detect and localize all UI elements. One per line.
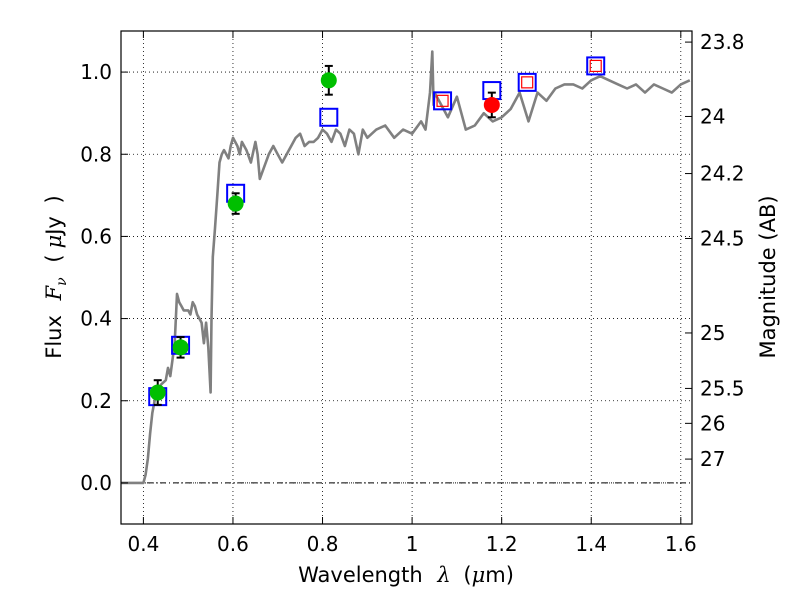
x-axis-label-symbol: λ <box>436 563 450 587</box>
observed-point <box>172 339 189 356</box>
y-axis-label-unit-open: ( <box>42 254 66 262</box>
x-axis-label-unit-open: ( <box>463 563 471 587</box>
observed-point <box>149 384 166 401</box>
x-tick-label: 0.8 <box>307 532 339 556</box>
y-axis-label-unit-mu: μ <box>42 235 66 249</box>
x-axis-label-text: Wavelength <box>298 563 423 587</box>
y-axis-label: Flux Fν ( μJy ) <box>42 195 71 359</box>
y-tick-label: 1.0 <box>80 60 112 84</box>
model-spectrum <box>121 50 691 485</box>
y2-tick-label: 23.8 <box>700 30 745 54</box>
observed-point <box>320 72 337 89</box>
model-photometry-square <box>586 56 606 76</box>
model-photometry-inner-square <box>436 94 449 107</box>
x-tick-label: 1 <box>406 532 419 556</box>
model-photometry-inner-square <box>589 59 602 73</box>
model-photometry-square <box>517 72 537 92</box>
y-axis-label-unit-rest: Jy <box>42 216 66 237</box>
y-axis-label-unit-close: ) <box>42 195 66 203</box>
y-tick-label: 0.6 <box>80 224 112 248</box>
y2-tick-label: 24.2 <box>700 162 745 186</box>
x-axis-label: Wavelength λ (μm) <box>298 563 514 587</box>
data-points <box>148 56 606 407</box>
x-tick-label: 0.4 <box>127 532 159 556</box>
y-axis-label-text: Flux <box>42 315 66 359</box>
axis-ticks: 0.4 0.6 0.8 1 1.2 1.4 1.6 0.0 0.2 0.4 0.6 0.8 1.0 23.… <box>80 30 744 556</box>
x-tick-label: 0.6 <box>217 532 249 556</box>
y-tick-label: 0.0 <box>80 471 112 495</box>
y-axis-label-subscript: ν <box>54 277 70 286</box>
y2-axis-label: Magnitude (AB) <box>756 195 780 358</box>
x-tick-label: 1.6 <box>665 532 697 556</box>
x-axis-label-unit-rest: m) <box>485 563 514 587</box>
y2-tick-label: 27 <box>700 447 725 471</box>
y-tick-label: 0.2 <box>80 389 112 413</box>
y2-tick-label: 26 <box>700 411 725 435</box>
y2-tick-label: 24.5 <box>700 226 745 250</box>
x-axis-label-unit-mu: μ <box>472 563 486 587</box>
observed-point <box>227 195 244 212</box>
y-tick-label: 0.8 <box>80 142 112 166</box>
grid-lines <box>121 31 692 524</box>
x-tick-label: 1.2 <box>486 532 518 556</box>
y2-tick-label: 25 <box>700 321 725 345</box>
model-photometry-square <box>319 107 339 127</box>
y-tick-label: 0.4 <box>80 307 112 331</box>
y2-tick-label: 25.5 <box>700 376 745 400</box>
plot-frame <box>120 30 693 525</box>
observed-point <box>483 96 500 113</box>
model-spectrum-line <box>121 50 691 485</box>
y2-tick-label: 24 <box>700 104 725 128</box>
model-photometry-inner-square <box>521 76 534 89</box>
model-photometry-square <box>433 91 453 111</box>
x-tick-label: 1.4 <box>575 532 607 556</box>
y-axis-label-symbol: F <box>42 284 66 301</box>
